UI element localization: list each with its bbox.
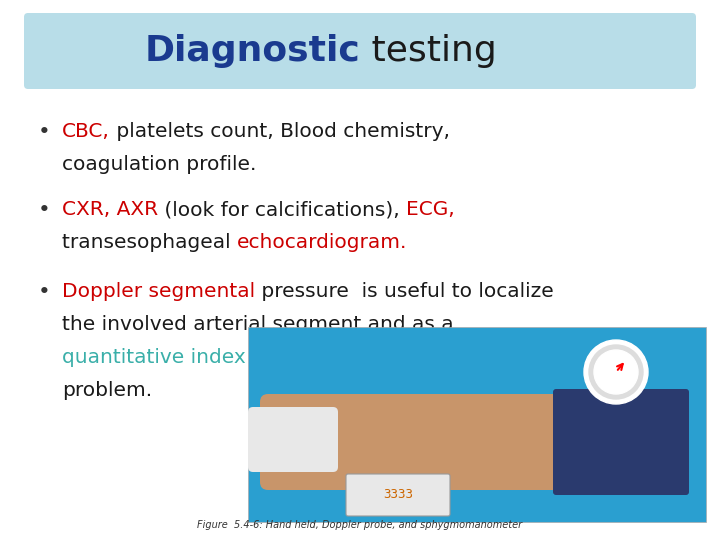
Text: testing: testing bbox=[360, 34, 497, 68]
Text: 3333: 3333 bbox=[383, 489, 413, 502]
Text: CXR, AXR: CXR, AXR bbox=[62, 200, 158, 219]
Text: problem.: problem. bbox=[62, 381, 152, 400]
FancyBboxPatch shape bbox=[248, 327, 706, 522]
Text: quantitative index: quantitative index bbox=[62, 348, 246, 367]
FancyBboxPatch shape bbox=[24, 13, 696, 89]
Text: echocardiogram.: echocardiogram. bbox=[237, 233, 408, 252]
FancyBboxPatch shape bbox=[346, 474, 450, 516]
Text: the involved arterial segment and as a: the involved arterial segment and as a bbox=[62, 315, 454, 334]
Text: transesophageal: transesophageal bbox=[62, 233, 237, 252]
Circle shape bbox=[594, 350, 638, 394]
Text: •: • bbox=[38, 122, 50, 142]
Text: •: • bbox=[38, 282, 50, 302]
Text: CBC,: CBC, bbox=[62, 122, 110, 141]
Text: ECG,: ECG, bbox=[406, 200, 455, 219]
Circle shape bbox=[584, 340, 648, 404]
FancyBboxPatch shape bbox=[260, 394, 674, 490]
Text: Diagnostic: Diagnostic bbox=[144, 34, 360, 68]
FancyBboxPatch shape bbox=[553, 389, 689, 495]
Text: (look for calcifications),: (look for calcifications), bbox=[158, 200, 406, 219]
Text: •: • bbox=[38, 200, 50, 220]
Circle shape bbox=[589, 345, 643, 399]
Text: platelets count, Blood chemistry,: platelets count, Blood chemistry, bbox=[110, 122, 450, 141]
Text: Doppler segmental: Doppler segmental bbox=[62, 282, 255, 301]
FancyBboxPatch shape bbox=[248, 407, 338, 472]
Text: coagulation profile.: coagulation profile. bbox=[62, 155, 256, 174]
Text: pressure  is useful to localize: pressure is useful to localize bbox=[255, 282, 554, 301]
Text: Figure  5.4-6: Hand held, Doppler probe, and sphygmomanometer: Figure 5.4-6: Hand held, Doppler probe, … bbox=[197, 520, 523, 530]
Text: to gauge the severity of the: to gauge the severity of the bbox=[246, 348, 534, 367]
